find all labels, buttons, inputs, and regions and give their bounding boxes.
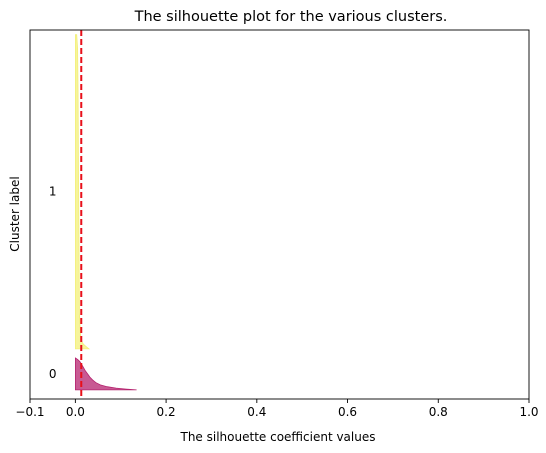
x-tick-label: 0.6: [338, 405, 357, 419]
x-tick-label: 0.8: [429, 405, 448, 419]
cluster-label-0: 0: [49, 367, 57, 381]
plot-frame: [29, 29, 530, 400]
x-tick-label: 0.0: [66, 405, 85, 419]
y-axis-cluster-labels: 01: [49, 185, 57, 381]
x-tick-label: 1.0: [519, 405, 538, 419]
x-axis-ticks: −0.1 0.0 0.2 0.4 0.6 0.8 1.0: [15, 399, 539, 419]
chart-title: The silhouette plot for the various clus…: [134, 9, 448, 25]
clusters-layer: [75, 34, 137, 391]
x-tick-label: 0.4: [247, 405, 266, 419]
x-tick-label: 0.2: [157, 405, 176, 419]
cluster-0-silhouette: [75, 357, 137, 391]
cluster-label-1: 1: [49, 185, 57, 199]
y-axis-label: Cluster label: [8, 176, 22, 251]
x-tick-label: −0.1: [15, 405, 44, 419]
x-axis-label: The silhouette coefficient values: [180, 430, 376, 444]
cluster-1-silhouette: [75, 34, 91, 350]
